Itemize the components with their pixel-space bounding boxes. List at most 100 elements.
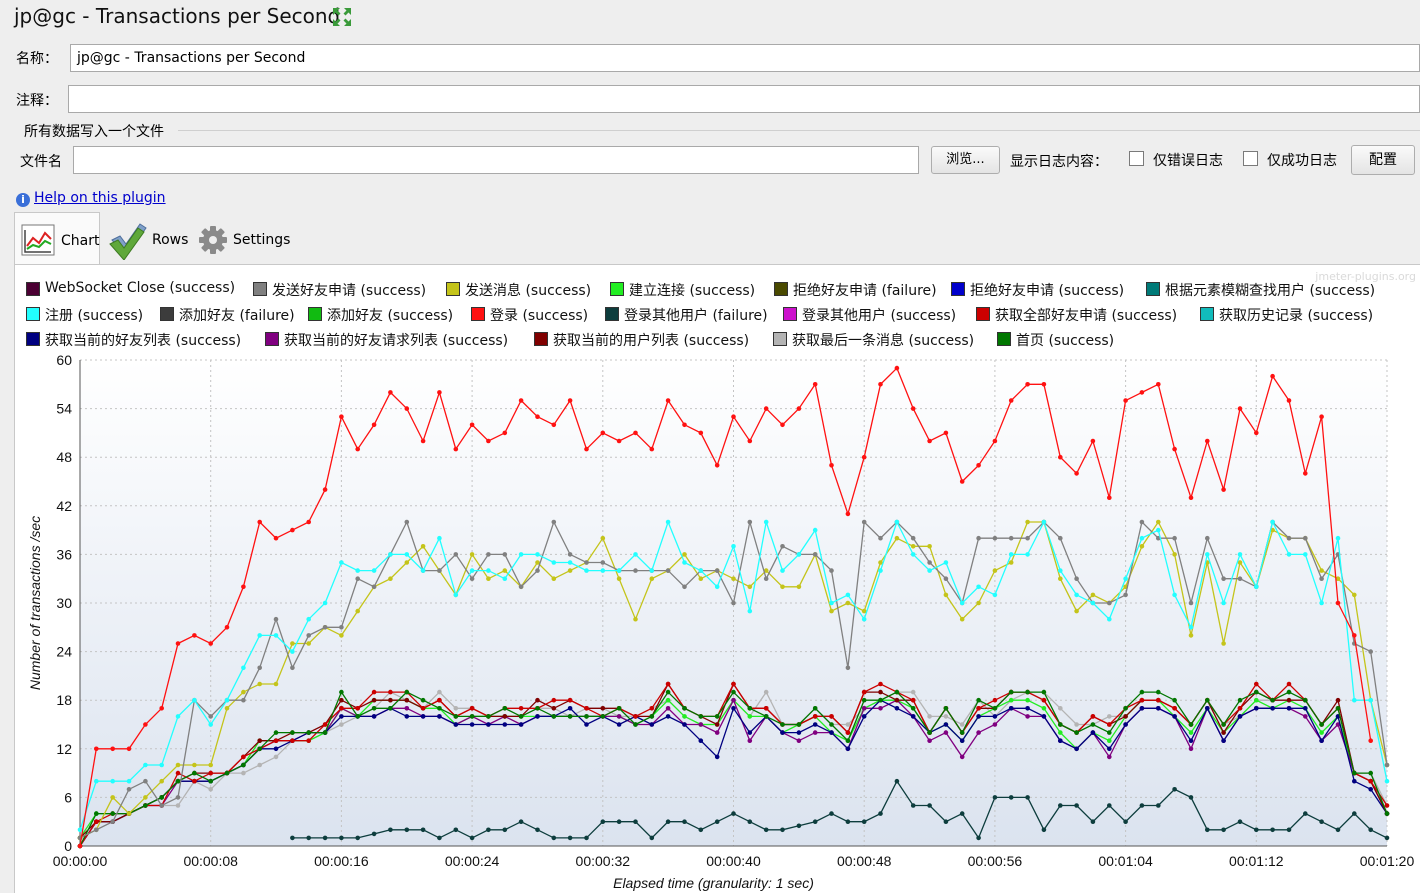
- data-point: [1303, 552, 1308, 557]
- data-point: [959, 600, 965, 606]
- data-point: [420, 714, 426, 719]
- tab-chart[interactable]: Chart: [14, 212, 100, 264]
- data-point: [584, 835, 589, 841]
- data-point: [306, 738, 312, 743]
- data-point: [208, 714, 213, 719]
- data-point: [1172, 446, 1177, 452]
- tab-rows[interactable]: Rows: [106, 212, 190, 264]
- data-point: [192, 697, 197, 703]
- configure-button[interactable]: 配置: [1351, 145, 1415, 175]
- data-point: [1156, 697, 1161, 703]
- data-point: [894, 519, 900, 525]
- data-point: [126, 811, 132, 816]
- data-point: [763, 714, 769, 719]
- data-point: [829, 568, 834, 573]
- data-point: [551, 697, 557, 703]
- data-point: [110, 819, 115, 824]
- data-point: [1058, 454, 1063, 460]
- data-point: [77, 843, 83, 849]
- filename-input[interactable]: [73, 146, 919, 174]
- y-tick-label: 24: [56, 644, 72, 660]
- data-point: [943, 560, 949, 565]
- data-point: [1025, 697, 1030, 703]
- tab-settings[interactable]: Settings: [196, 212, 292, 264]
- data-point: [453, 592, 459, 598]
- data-point: [763, 576, 769, 581]
- data-point: [698, 430, 704, 436]
- data-point: [1107, 714, 1112, 719]
- data-point: [371, 706, 377, 711]
- data-point: [1335, 827, 1341, 833]
- data-point: [94, 811, 99, 816]
- data-point: [1319, 738, 1324, 743]
- data-point: [1025, 552, 1030, 557]
- data-point: [927, 544, 932, 549]
- data-point: [1090, 600, 1096, 606]
- data-point: [567, 552, 573, 557]
- data-point: [273, 746, 279, 752]
- data-point: [437, 390, 442, 395]
- data-point: [1205, 697, 1210, 703]
- help-link-text[interactable]: Help on this plugin: [34, 190, 166, 206]
- data-point: [371, 689, 377, 695]
- x-tick-label: 00:00:08: [183, 853, 238, 869]
- data-point: [1123, 714, 1128, 719]
- data-point: [192, 633, 197, 638]
- data-point: [763, 689, 769, 695]
- data-point: [175, 803, 181, 808]
- name-input[interactable]: jp@gc - Transactions per Second: [70, 44, 1420, 72]
- legend-swatch: [605, 307, 619, 321]
- tab-rows-label: Rows: [152, 232, 189, 248]
- data-point: [1286, 681, 1292, 687]
- errors-only-checkbox[interactable]: [1129, 151, 1144, 166]
- x-tick-label: 00:00:16: [314, 853, 369, 869]
- data-point: [437, 697, 442, 703]
- data-point: [486, 438, 491, 444]
- data-point: [551, 519, 557, 525]
- data-point: [355, 835, 361, 841]
- data-point: [698, 722, 704, 727]
- data-point: [110, 795, 115, 800]
- data-point: [1368, 649, 1373, 654]
- data-point: [584, 568, 589, 573]
- expand-icon[interactable]: [330, 5, 354, 29]
- data-point: [682, 819, 687, 824]
- data-point: [1090, 714, 1096, 719]
- data-point: [992, 706, 998, 711]
- data-point: [976, 535, 981, 541]
- data-point: [94, 819, 99, 824]
- data-point: [1107, 616, 1112, 622]
- legend-label: 登录其他用户 (success): [802, 308, 957, 324]
- legend-swatch: [976, 307, 990, 321]
- data-point: [796, 730, 802, 735]
- data-point: [600, 568, 606, 573]
- data-point: [355, 576, 361, 581]
- legend-label: 获取当前的好友请求列表 (success): [284, 333, 509, 349]
- data-point: [600, 430, 606, 436]
- browse-button[interactable]: 浏览...: [931, 146, 1000, 174]
- data-point: [992, 535, 998, 541]
- data-point: [1335, 600, 1341, 606]
- data-point: [714, 722, 720, 727]
- comment-input[interactable]: [68, 85, 1420, 113]
- success-only-checkbox[interactable]: [1243, 151, 1258, 166]
- data-point: [339, 697, 344, 703]
- data-point: [959, 722, 965, 727]
- data-point: [829, 722, 834, 727]
- help-link[interactable]: i Help on this plugin: [16, 190, 166, 207]
- data-point: [339, 625, 344, 630]
- legend-swatch: [265, 332, 279, 346]
- data-point: [535, 827, 540, 833]
- data-point: [1205, 827, 1210, 833]
- data-point: [1156, 803, 1161, 808]
- data-point: [535, 714, 540, 719]
- data-point: [404, 689, 410, 695]
- data-point: [94, 778, 99, 784]
- data-point: [845, 511, 851, 517]
- data-point: [437, 714, 442, 719]
- data-point: [453, 827, 459, 833]
- data-point: [845, 722, 851, 727]
- data-point: [665, 519, 671, 525]
- data-point: [420, 438, 426, 444]
- data-point: [1270, 519, 1275, 525]
